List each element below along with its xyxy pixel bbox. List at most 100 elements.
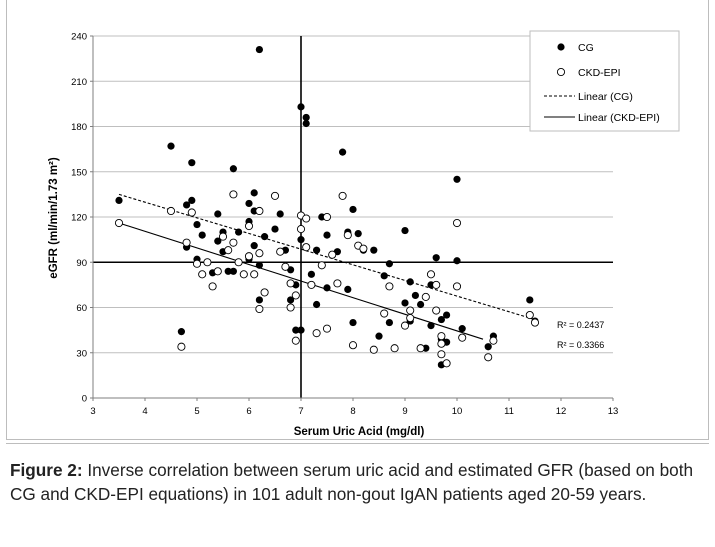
- data-point-cg: [271, 225, 279, 233]
- data-point-cg: [375, 332, 383, 340]
- data-point-cg: [235, 228, 243, 236]
- data-point-cg: [458, 325, 466, 333]
- data-point-cg: [406, 278, 414, 286]
- data-point-ckd-epi: [385, 282, 394, 291]
- figure-caption: Figure 2: Inverse correlation between se…: [10, 458, 700, 506]
- data-point-ckd-epi: [302, 214, 311, 223]
- data-point-ckd-epi: [312, 329, 321, 338]
- data-point-ckd-epi: [286, 303, 295, 312]
- data-point-cg: [323, 284, 331, 292]
- data-point-cg: [411, 291, 419, 300]
- data-point-ckd-epi: [348, 341, 358, 350]
- data-point-ckd-epi: [380, 309, 389, 318]
- y-tick-label: 30: [76, 348, 87, 359]
- data-point-ckd-epi: [452, 282, 462, 291]
- data-point-cg: [427, 322, 435, 330]
- data-point-ckd-epi: [338, 191, 347, 200]
- data-point-ckd-epi: [426, 270, 436, 279]
- legend-label-linear-cg: Linear (CG): [578, 91, 633, 103]
- data-point-ckd-epi: [458, 333, 467, 342]
- data-point-ckd-epi: [432, 306, 441, 315]
- x-tick-label: 12: [556, 406, 567, 417]
- data-point-ckd-epi: [198, 270, 207, 279]
- data-point-cg: [167, 142, 175, 150]
- data-point-cg: [193, 220, 201, 229]
- data-point-ckd-epi: [437, 350, 446, 359]
- data-point-ckd-epi: [406, 314, 415, 323]
- trendline-cg: [118, 193, 536, 321]
- data-point-ckd-epi: [244, 252, 254, 261]
- x-tick-label: 13: [608, 406, 619, 417]
- data-point-cg: [188, 159, 196, 167]
- data-point-ckd-epi: [291, 336, 300, 345]
- r2-annotation: R² = 0.3366: [557, 340, 604, 350]
- data-point-ckd-epi: [250, 270, 259, 279]
- trendline-ckd-epi: [118, 222, 484, 340]
- data-point-cg: [354, 229, 362, 238]
- data-point-ckd-epi: [437, 332, 446, 341]
- data-point-cg: [443, 311, 451, 319]
- data-point-cg: [214, 210, 222, 218]
- data-point-cg: [432, 254, 440, 262]
- data-point-ckd-epi: [276, 247, 285, 256]
- chart-frame: 0 30 60 90 120 150 180 210 240 3 4 5 6 7 8 9 10 11 12 13 R²…: [6, 0, 709, 440]
- data-point-ckd-epi: [244, 221, 254, 231]
- scatter-chart: 0 30 60 90 120 150 180 210 240 3 4 5 6 7 8 9 10 11 12 13 R²…: [48, 30, 680, 438]
- data-point-ckd-epi: [317, 261, 326, 270]
- data-point-cg: [313, 246, 321, 254]
- data-point-cg: [276, 210, 284, 218]
- data-point-cg: [307, 270, 315, 278]
- data-point-ckd-epi: [255, 206, 264, 216]
- data-point-ckd-epi: [525, 310, 534, 320]
- data-point-cg: [526, 296, 534, 304]
- data-point-ckd-epi: [432, 280, 441, 289]
- data-point-cg: [437, 315, 445, 324]
- data-point-cg: [453, 175, 461, 183]
- data-point-ckd-epi: [255, 249, 264, 258]
- x-tick-label: 8: [350, 406, 355, 417]
- r2-annotation: R² = 0.2437: [557, 320, 604, 330]
- legend-label-cg: CG: [578, 42, 594, 54]
- data-point-cg: [292, 326, 300, 334]
- data-point-ckd-epi: [208, 282, 217, 291]
- data-point-cg: [370, 246, 378, 254]
- trendlines: [118, 193, 536, 340]
- data-point-cg: [224, 267, 232, 275]
- y-tick-label: 240: [71, 32, 87, 43]
- x-tick-label: 10: [452, 406, 463, 417]
- caption-text: Inverse correlation between serum uric a…: [10, 460, 694, 504]
- data-point-ckd-epi: [416, 344, 425, 353]
- data-point-ckd-epi: [229, 190, 238, 199]
- data-point-ckd-epi: [484, 353, 493, 362]
- data-point-ckd-epi: [255, 304, 264, 314]
- legend-label-linear-ckd-epi: Linear (CKD-EPI): [578, 112, 660, 124]
- data-point-ckd-epi: [177, 342, 186, 351]
- x-tick-label: 7: [298, 406, 303, 417]
- data-point-ckd-epi: [333, 279, 342, 288]
- data-point-cg: [250, 242, 258, 250]
- data-point-ckd-epi: [281, 262, 290, 271]
- data-point-cg: [339, 148, 347, 156]
- data-point-cg: [183, 201, 191, 209]
- data-point-cg: [417, 300, 425, 309]
- data-point-cg: [229, 267, 237, 275]
- data-point-cg: [255, 261, 263, 269]
- data-point-cg: [198, 231, 206, 239]
- data-point-ckd-epi: [224, 246, 233, 255]
- data-point-cg: [385, 318, 393, 327]
- data-point-cg: [229, 165, 237, 173]
- data-point-ckd-epi: [442, 359, 451, 368]
- y-tick-label: 210: [71, 77, 87, 88]
- data-point-cg: [453, 257, 461, 265]
- legend: CG CKD-EPI Linear (CG) Linear (CKD-EPI): [529, 30, 680, 132]
- data-point-ckd-epi: [213, 267, 222, 276]
- data-point-ckd-epi: [192, 259, 202, 268]
- x-tick-label: 4: [142, 406, 147, 417]
- x-axis-label: Serum Uric Acid (mg/dl): [294, 426, 425, 438]
- legend-box: [529, 30, 680, 132]
- data-point-ckd-epi: [369, 345, 378, 354]
- y-tick-label: 90: [76, 258, 87, 269]
- data-point-cg: [302, 113, 310, 122]
- y-tick-label: 120: [71, 213, 87, 224]
- y-axis-label: eGFR (ml/min/1.73 m²): [48, 157, 60, 279]
